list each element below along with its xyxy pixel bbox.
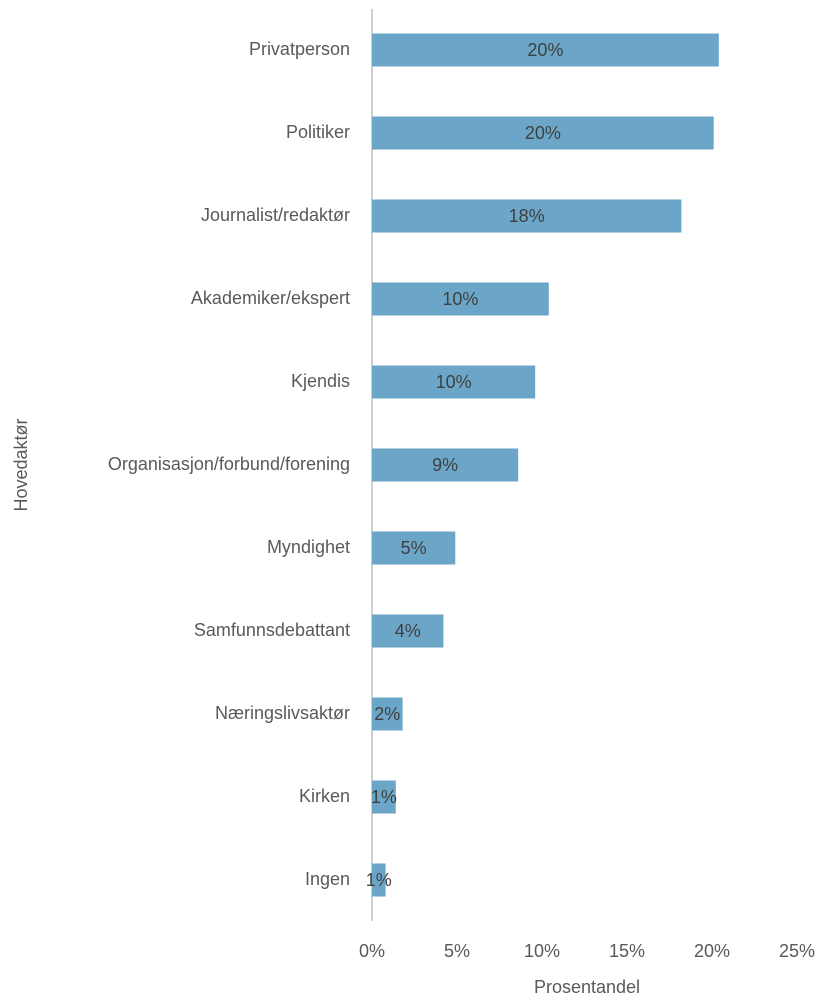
- value-label: 20%: [527, 40, 563, 60]
- y-tick-label: Næringslivsaktør: [215, 703, 350, 723]
- value-label: 18%: [509, 206, 545, 226]
- bar: [372, 282, 549, 316]
- value-label: 4%: [395, 621, 421, 641]
- value-label: 10%: [436, 372, 472, 392]
- value-label: 10%: [442, 289, 478, 309]
- bar: [372, 365, 536, 399]
- y-tick-label: Kjendis: [291, 371, 350, 391]
- x-tick-label: 5%: [444, 941, 470, 961]
- value-label: 9%: [432, 455, 458, 475]
- bar: [372, 448, 519, 482]
- value-label: 2%: [374, 704, 400, 724]
- y-tick-label: Politiker: [286, 122, 350, 142]
- y-tick-label: Kirken: [299, 786, 350, 806]
- value-label: 20%: [525, 123, 561, 143]
- value-label: 1%: [371, 787, 397, 807]
- y-axis-title: Hovedaktør: [11, 418, 31, 511]
- bar: [372, 116, 714, 150]
- y-tick-label: Organisasjon/forbund/forening: [108, 454, 350, 474]
- y-tick-label: Journalist/redaktør: [201, 205, 350, 225]
- y-tick-label: Privatperson: [249, 39, 350, 59]
- x-tick-label: 25%: [779, 941, 815, 961]
- y-tick-label: Myndighet: [267, 537, 350, 557]
- bar: [372, 697, 403, 731]
- value-label: 5%: [401, 538, 427, 558]
- x-tick-label: 15%: [609, 941, 645, 961]
- x-tick-label: 0%: [359, 941, 385, 961]
- x-tick-label: 10%: [524, 941, 560, 961]
- bar: [372, 614, 444, 648]
- y-tick-label: Samfunnsdebattant: [194, 620, 350, 640]
- y-tick-label: Akademiker/ekspert: [191, 288, 350, 308]
- bar: [372, 199, 682, 233]
- bar: [372, 780, 396, 814]
- x-axis-title: Prosentandel: [534, 977, 640, 997]
- y-tick-label: Ingen: [305, 869, 350, 889]
- value-label: 1%: [366, 870, 392, 890]
- bar: [372, 531, 456, 565]
- bar: [372, 33, 719, 67]
- x-tick-label: 20%: [694, 941, 730, 961]
- bar: [372, 863, 386, 897]
